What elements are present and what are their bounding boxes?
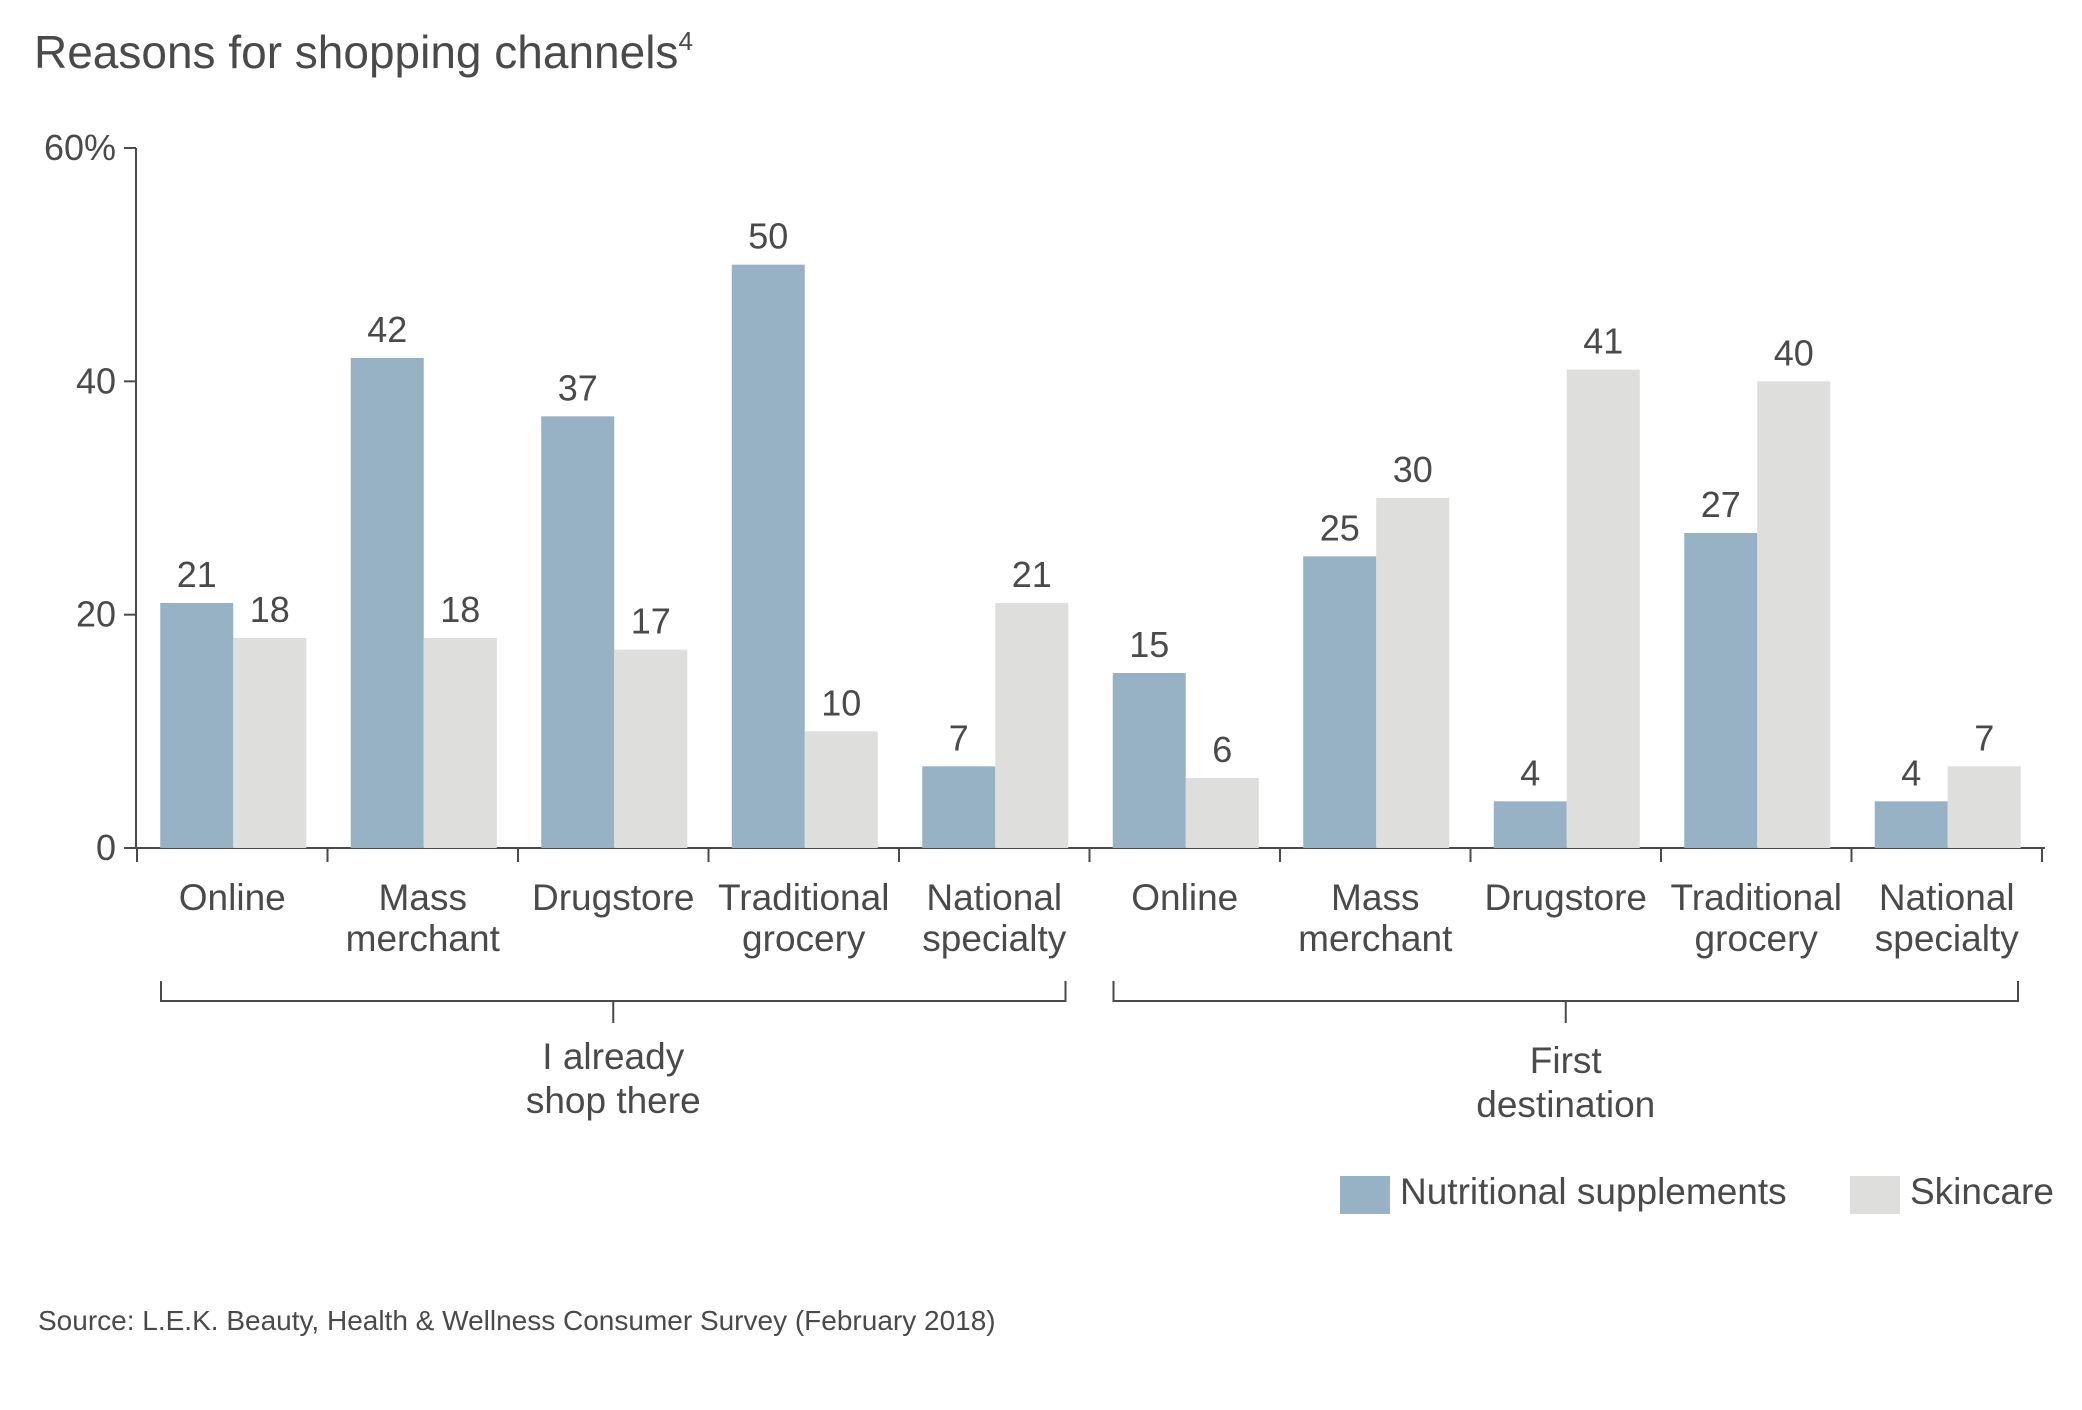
- group-label: I already shop there: [526, 1036, 701, 1121]
- category-label-line: merchant: [1298, 918, 1453, 959]
- bar-nutritional-supplements: [922, 766, 996, 848]
- value-label: 4: [1901, 752, 1921, 793]
- category-label-line: specialty: [1875, 918, 2019, 959]
- value-label: 7: [1974, 717, 1994, 758]
- value-label: 42: [367, 309, 407, 350]
- category-label-line: specialty: [922, 918, 1066, 959]
- legend-label-skincare: Skincare: [1910, 1171, 2054, 1212]
- category-label: Drugstore: [532, 877, 694, 918]
- group-bracket: [1112, 981, 2019, 1002]
- category-label: Drugstore: [1485, 877, 1647, 918]
- value-labels: 21 18 42 18 37 17 50 10 7 21 15 6 25 30 4 41 27 40 4 7: [177, 216, 1995, 794]
- value-label: 27: [1701, 484, 1741, 525]
- bar-nutritional-supplements: [160, 603, 234, 848]
- value-label: 18: [250, 589, 290, 630]
- bar-nutritional-supplements: [1684, 533, 1758, 848]
- bar-nutritional-supplements: [731, 264, 805, 849]
- y-tick-label: 20: [76, 594, 116, 635]
- category-label-line: merchant: [346, 918, 501, 959]
- value-label: 21: [1012, 554, 1052, 595]
- category-label-line: grocery: [1695, 918, 1819, 959]
- legend-swatch-nutritional-supplements: [1340, 1176, 1390, 1214]
- group-label: First destination: [1476, 1040, 1655, 1125]
- bar-skincare: [1376, 498, 1450, 848]
- category-label-line: grocery: [742, 918, 866, 959]
- category-label-line: Mass: [1331, 877, 1419, 918]
- category-label-line: Drugstore: [532, 877, 694, 918]
- value-label: 18: [440, 589, 480, 630]
- bar-skincare: [1566, 369, 1640, 848]
- bar-skincare: [804, 731, 878, 848]
- y-axis: 0 20 40 60%: [44, 127, 137, 868]
- category-label-line: Drugstore: [1485, 877, 1647, 918]
- category-label-line: Mass: [379, 877, 467, 918]
- category-label: Mass merchant: [1298, 877, 1453, 959]
- value-label: 7: [949, 717, 969, 758]
- category-label-line: Online: [179, 877, 286, 918]
- bar-nutritional-supplements: [1493, 801, 1567, 848]
- legend: Nutritional supplements Skincare: [1340, 1171, 2054, 1214]
- bar-nutritional-supplements: [350, 358, 424, 848]
- value-label: 4: [1520, 752, 1540, 793]
- group-label-line: First: [1530, 1040, 1603, 1081]
- bar-skincare: [614, 649, 688, 848]
- bar-skincare: [233, 638, 307, 848]
- group-brackets: I already shop there First destination: [160, 981, 2019, 1125]
- category-label-line: Traditional: [718, 877, 889, 918]
- value-label: 50: [748, 216, 788, 257]
- bar-nutritional-supplements: [1303, 556, 1377, 848]
- category-label: National specialty: [922, 877, 1066, 959]
- value-label: 6: [1212, 729, 1232, 770]
- x-axis: [136, 847, 2045, 862]
- value-label: 21: [177, 554, 217, 595]
- category-label: Online: [179, 877, 286, 918]
- bars: [160, 264, 2021, 849]
- y-tick-label: 60%: [44, 127, 116, 168]
- category-label: Online: [1131, 877, 1238, 918]
- category-label: Mass merchant: [346, 877, 501, 959]
- y-tick-label: 40: [76, 360, 116, 401]
- value-label: 25: [1320, 507, 1360, 548]
- value-label: 17: [631, 601, 671, 642]
- group-label-line: shop there: [526, 1080, 701, 1121]
- category-label-line: Traditional: [1671, 877, 1842, 918]
- group-label-line: destination: [1476, 1084, 1655, 1125]
- chart-title-superscript: 4: [678, 26, 692, 56]
- category-label: Traditional grocery: [718, 877, 889, 959]
- value-label: 40: [1774, 332, 1814, 373]
- value-label: 30: [1393, 449, 1433, 490]
- bar-nutritional-supplements: [541, 416, 615, 848]
- bar-skincare: [1185, 778, 1259, 848]
- source-note: Source: L.E.K. Beauty, Health & Wellness…: [38, 1305, 996, 1336]
- value-label: 41: [1583, 321, 1623, 362]
- group-bracket: [160, 981, 1067, 1002]
- group-label-line: I already: [542, 1036, 684, 1077]
- y-tick-label: 0: [96, 827, 116, 868]
- category-label: National specialty: [1875, 877, 2019, 959]
- legend-swatch-skincare: [1850, 1176, 1900, 1214]
- category-label: Traditional grocery: [1671, 877, 1842, 959]
- bar-nutritional-supplements: [1112, 673, 1186, 848]
- bar-skincare: [423, 638, 497, 848]
- chart-title-main: Reasons for shopping channels: [34, 26, 678, 78]
- bar-nutritional-supplements: [1874, 801, 1948, 848]
- value-label: 15: [1129, 624, 1169, 665]
- legend-label-nutritional-supplements: Nutritional supplements: [1400, 1171, 1787, 1212]
- value-label: 10: [821, 682, 861, 723]
- bar-skincare: [1947, 766, 2021, 848]
- value-label: 37: [558, 367, 598, 408]
- bar-skincare: [995, 603, 1069, 848]
- chart-title: Reasons for shopping channels4: [34, 26, 693, 78]
- bar-skincare: [1757, 381, 1831, 848]
- category-label-line: Online: [1131, 877, 1238, 918]
- category-label-line: National: [1879, 877, 2015, 918]
- category-label-line: National: [926, 877, 1062, 918]
